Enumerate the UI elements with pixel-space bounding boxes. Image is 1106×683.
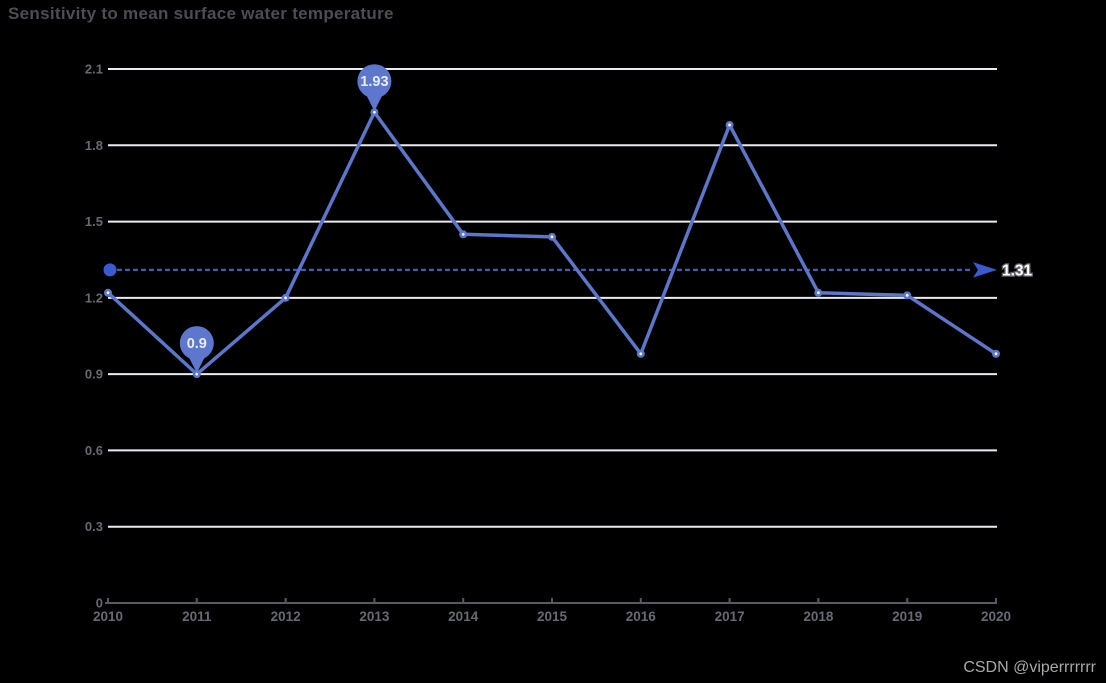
annotation-balloon: [357, 64, 392, 99]
data-point-center-dot: [284, 296, 287, 300]
y-axis-tick-label: 2.1: [85, 62, 103, 77]
x-axis-tick-label: 2010: [93, 609, 123, 624]
y-axis-tick-label: 0.9: [85, 367, 103, 382]
data-point-center-dot: [639, 352, 643, 356]
x-axis-tick-label: 2016: [626, 609, 657, 624]
x-axis-tick-label: 2011: [182, 609, 212, 624]
data-point-center-dot: [106, 291, 110, 295]
x-axis-tick-label: 2019: [892, 609, 922, 624]
data-point-center-dot: [817, 291, 820, 295]
data-point-center-dot: [195, 372, 199, 376]
annotation-balloon: [179, 326, 214, 361]
x-axis-tick-label: 2015: [537, 609, 568, 624]
reference-line-start-dot: [103, 263, 117, 277]
y-axis-tick-label: 0.6: [85, 443, 103, 458]
data-point-center-dot: [550, 235, 554, 239]
x-axis-tick-label: 2018: [803, 609, 834, 624]
data-point-center-dot: [994, 352, 998, 356]
x-axis-tick-label: 2012: [271, 609, 301, 624]
y-axis-tick-label: 0.3: [85, 519, 103, 534]
data-point-center-dot: [373, 110, 376, 114]
watermark: CSDN @viperrrrrrr: [963, 659, 1096, 676]
x-axis-tick-label: 2013: [359, 609, 390, 624]
data-point-center-dot: [461, 232, 465, 236]
annotation-balloon-label: 1.93: [360, 74, 388, 90]
y-axis-tick-label: 1.2: [85, 290, 103, 305]
x-axis-tick-label: 2020: [981, 609, 1011, 624]
y-axis-tick-label: 0: [96, 596, 103, 611]
y-axis-tick-label: 1.5: [85, 214, 103, 229]
x-axis-tick-label: 2017: [715, 609, 745, 624]
data-point-center-dot: [905, 293, 909, 297]
series-line: [106, 110, 998, 376]
reference-line-label: 1.31: [1002, 262, 1033, 279]
data-point-center-dot: [728, 123, 731, 127]
annotation-balloon-label: 0.9: [187, 336, 207, 352]
y-axis-tick-label: 1.8: [85, 138, 103, 153]
chart-title: Sensitivity to mean surface water temper…: [8, 4, 394, 23]
x-axis-tick-label: 2014: [448, 609, 479, 624]
reference-line-arrowhead: [973, 262, 997, 278]
